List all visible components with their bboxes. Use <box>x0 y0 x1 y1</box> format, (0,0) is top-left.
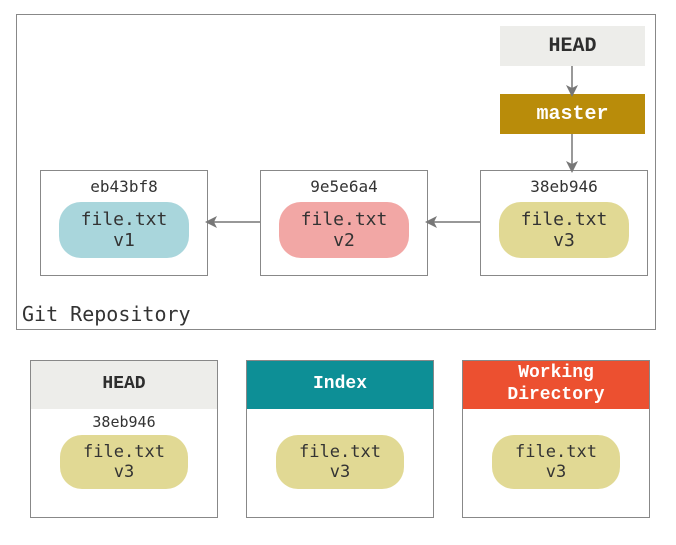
tree-header: Working Directory <box>463 361 649 409</box>
head-ref-label: HEAD <box>548 35 596 58</box>
file-name: file.txt <box>299 442 381 462</box>
file-pill: file.txtv3 <box>492 435 620 489</box>
commit-hash: eb43bf8 <box>41 171 207 196</box>
file-version: v3 <box>330 462 350 482</box>
commit-box: 38eb946 file.txtv3 <box>480 170 648 276</box>
head-ref-box: HEAD <box>500 26 645 66</box>
tree-title: Working Directory <box>507 363 604 406</box>
file-version: v3 <box>114 462 134 482</box>
master-branch-box: master <box>500 94 645 134</box>
commit-box: eb43bf8 file.txtv1 <box>40 170 208 276</box>
file-pill: file.txtv3 <box>60 435 188 489</box>
tree-title: Index <box>313 374 367 396</box>
commit-hash: 38eb946 <box>481 171 647 196</box>
file-name: file.txt <box>83 442 165 462</box>
file-name: file.txt <box>81 209 168 230</box>
master-branch-label: master <box>536 103 608 126</box>
commit-hash: 9e5e6a4 <box>261 171 427 196</box>
tree-hash <box>247 409 433 429</box>
file-pill: file.txtv2 <box>279 202 409 258</box>
tree-hash <box>463 409 649 429</box>
tree-title: HEAD <box>102 374 145 396</box>
tree-hash: 38eb946 <box>31 409 217 429</box>
tree-body: file.txtv3 <box>463 409 649 489</box>
file-name: file.txt <box>515 442 597 462</box>
tree-header: Index <box>247 361 433 409</box>
file-version: v3 <box>553 230 575 251</box>
file-pill: file.txtv3 <box>276 435 404 489</box>
file-name: file.txt <box>521 209 608 230</box>
file-pill: file.txtv1 <box>59 202 189 258</box>
tree-body: file.txtv3 <box>247 409 433 489</box>
tree-box: HEAD 38eb946 file.txtv3 <box>30 360 218 518</box>
commit-box: 9e5e6a4 file.txtv2 <box>260 170 428 276</box>
tree-body: 38eb946 file.txtv3 <box>31 409 217 489</box>
file-pill: file.txtv3 <box>499 202 629 258</box>
tree-box: Working Directory file.txtv3 <box>462 360 650 518</box>
git-repository-label: Git Repository <box>22 302 191 326</box>
file-version: v1 <box>113 230 135 251</box>
file-version: v2 <box>333 230 355 251</box>
file-name: file.txt <box>301 209 388 230</box>
tree-box: Index file.txtv3 <box>246 360 434 518</box>
tree-header: HEAD <box>31 361 217 409</box>
file-version: v3 <box>546 462 566 482</box>
